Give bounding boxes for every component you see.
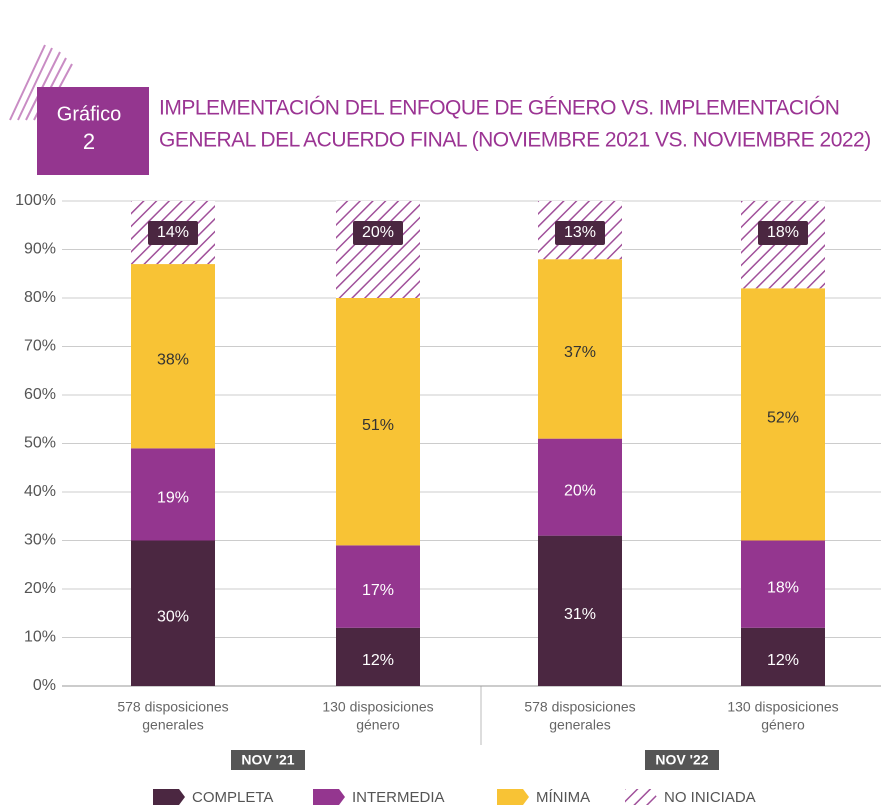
label-box [555,221,605,245]
y-tick-label: 70% [24,338,56,355]
decoration [9,44,73,121]
bar-segment [131,540,215,686]
x-tick-label: género [356,717,400,733]
bar-segment [131,448,215,541]
data-label: 19% [157,490,189,507]
y-tick-label: 0% [33,677,56,694]
label-box [353,221,403,245]
x-tick-label: generales [549,717,611,733]
label-box [758,221,808,245]
x-tick-label: generales [142,717,204,733]
badge [37,87,149,175]
y-tick-label: 90% [24,241,56,258]
data-label: 37% [564,344,596,361]
y-tick-label: 60% [24,386,56,403]
y-tick-label: 40% [24,483,56,500]
data-label: 30% [157,608,189,625]
bar-segment [336,298,420,546]
y-tick-label: 30% [24,532,56,549]
legend-swatch [153,789,185,805]
x-tick-label: 130 disposiciones [727,699,838,715]
chart-title: GENERAL DEL ACUERDO FINAL (NOVIEMBRE 202… [159,129,871,152]
legend-label: NO INICIADA [664,789,756,806]
group-box [645,750,719,770]
bar-segment [131,264,215,449]
data-label: 31% [564,606,596,623]
data-label: 12% [767,652,799,669]
y-tick-label: 50% [24,435,56,452]
bar-segment [741,540,825,628]
y-tick-label: 10% [24,629,56,646]
chart-title: IMPLEMENTACIÓN DEL ENFOQUE DE GÉNERO VS.… [159,97,839,120]
group-box [231,750,305,770]
badge-number: 2 [83,129,95,154]
y-tick-label: 80% [24,289,56,306]
bar-segment [741,627,825,686]
data-label: 52% [767,410,799,427]
y-tick-label: 20% [24,580,56,597]
x-tick-label: 578 disposiciones [524,699,635,715]
group-label: NOV '22 [655,752,708,768]
bar-segment [336,545,420,628]
data-label: 51% [362,417,394,434]
data-label: 38% [157,351,189,368]
data-label: 18% [767,224,799,241]
bar-segment [741,288,825,541]
bar-segment [538,259,622,439]
bar-segment [538,535,622,686]
data-label: 17% [362,582,394,599]
x-tick-label: 130 disposiciones [322,699,433,715]
data-label: 13% [564,224,596,241]
bar-segment [538,438,622,536]
data-label: 20% [362,224,394,241]
data-label: 20% [564,482,596,499]
bar-segment [336,201,420,298]
label-box [148,221,198,245]
x-tick-label: género [761,717,805,733]
legend-swatch [625,789,657,805]
legend-label: MÍNIMA [536,789,590,806]
data-label: 14% [157,224,189,241]
legend-swatch [497,789,529,805]
legend-label: INTERMEDIA [352,789,445,806]
y-tick-label: 100% [15,192,56,209]
bar-segment [336,627,420,686]
group-label: NOV '21 [241,752,294,768]
bars [131,201,825,686]
x-tick-label: 578 disposiciones [117,699,228,715]
data-label: 18% [767,579,799,596]
legend-swatch [313,789,345,805]
legend-label: COMPLETA [192,789,273,806]
data-label: 12% [362,652,394,669]
badge-label: Gráfico [57,103,121,125]
